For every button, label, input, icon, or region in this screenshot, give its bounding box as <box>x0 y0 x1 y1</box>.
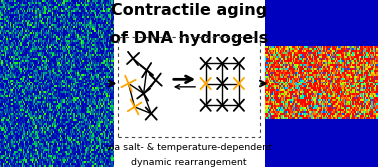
Text: of DNA hydrogels: of DNA hydrogels <box>110 31 268 46</box>
Text: Contractile aging: Contractile aging <box>111 3 267 18</box>
Bar <box>118 37 260 137</box>
Text: dynamic rearrangement: dynamic rearrangement <box>131 158 247 167</box>
Text: via salt- & temperature-dependent: via salt- & temperature-dependent <box>106 143 272 152</box>
